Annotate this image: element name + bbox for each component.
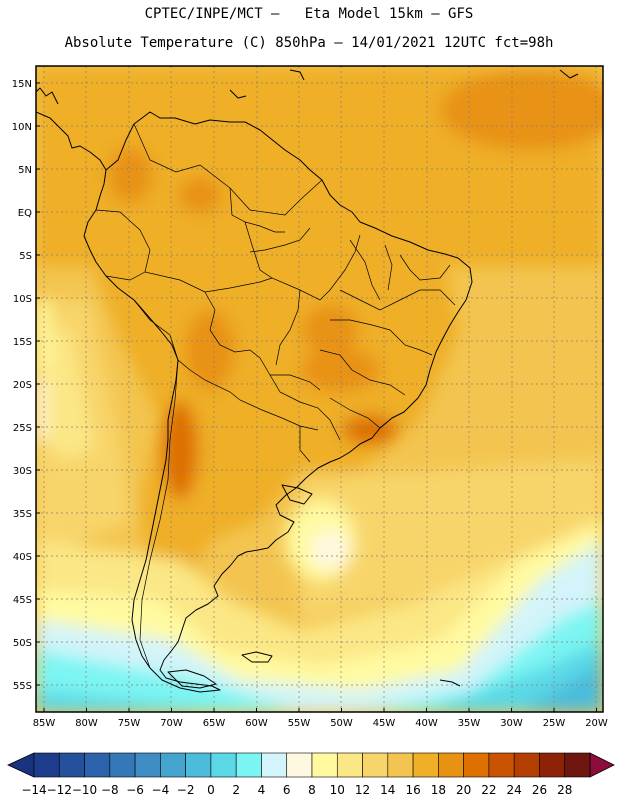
lat-tick-label: 5N — [18, 165, 32, 176]
colorbar-label: 6 — [282, 783, 291, 797]
color-bar — [7, 752, 615, 778]
colorbar-label: 8 — [308, 783, 316, 797]
colorbar-label: −6 — [126, 783, 144, 797]
country-borders — [95, 123, 456, 669]
colorbar-label: 4 — [257, 783, 266, 797]
plot-frame — [35, 65, 604, 713]
lon-tick-label: 25W — [543, 718, 566, 729]
lat-tick-label: EQ — [18, 208, 32, 219]
colorbar-label: 14 — [380, 783, 396, 797]
colorbar-swatch — [564, 752, 591, 778]
colorbar-swatch — [539, 752, 566, 778]
colorbar-swatch — [412, 752, 439, 778]
colorbar-swatch — [109, 752, 136, 778]
colorbar-swatch — [210, 752, 237, 778]
lon-tick-label: 75W — [118, 718, 141, 729]
lat-tick-label: 15N — [12, 79, 32, 90]
lat-tick-label: 20S — [13, 380, 32, 391]
colorbar-label: −4 — [151, 783, 170, 797]
colorbar-swatch — [134, 752, 161, 778]
colorbar-label: 22 — [481, 783, 497, 797]
lat-tick-label: 50S — [13, 638, 32, 649]
lat-tick-label: 30S — [13, 466, 32, 477]
lon-tick-label: 70W — [160, 718, 183, 729]
map-title: CPTEC/INPE/MCT – Eta Model 15km – GFS — [144, 6, 474, 22]
colorbar-swatch — [513, 752, 540, 778]
colorbar-swatch — [438, 752, 464, 778]
temperature-field — [36, 66, 603, 712]
colorbar-swatch — [235, 752, 262, 778]
coastlines — [36, 69, 579, 693]
colorbar-label: 26 — [531, 783, 548, 797]
colorbar-label: 24 — [506, 783, 522, 797]
colorbar-swatch — [286, 752, 313, 778]
colorbar-swatch — [362, 752, 389, 778]
colorbar-label: 16 — [405, 783, 421, 797]
colorbar-under-arrow — [7, 752, 35, 778]
colorbar-swatch — [336, 752, 363, 778]
lat-tick-label: 15S — [13, 337, 32, 348]
lat-tick-label: 10N — [12, 122, 32, 133]
lat-tick-label: 55S — [13, 681, 32, 692]
colorbar-swatch — [488, 752, 515, 778]
colorbar-swatch — [84, 752, 111, 778]
colorbar-label: −14 — [21, 783, 47, 797]
lon-tick-label: 45W — [373, 718, 396, 729]
lon-tick-label: 55W — [288, 718, 311, 729]
colorbar-label: 2 — [232, 783, 240, 797]
longitude-axis: 85W 80W 75W 70W 65W 60W 55W 50W 45W 40W 35W 30W 25W 2… — [33, 708, 608, 729]
colorbar-over-arrow — [589, 752, 615, 778]
colorbar-label: −12 — [46, 783, 72, 797]
colorbar-swatch — [33, 752, 60, 778]
colorbar-swatch — [463, 752, 490, 778]
colorbar-label: 28 — [557, 783, 573, 797]
colorbar-swatch — [160, 752, 186, 778]
colorbar-label: 18 — [430, 783, 446, 797]
lat-tick-label: 25S — [13, 423, 32, 434]
lat-tick-label: 10S — [13, 294, 32, 305]
colorbar-swatch — [185, 752, 212, 778]
lon-tick-label: 80W — [75, 718, 98, 729]
colorbar-swatch — [311, 752, 338, 778]
colorbar-swatch — [261, 752, 288, 778]
colorbar-label: −2 — [176, 783, 195, 797]
map-subtitle: Absolute Temperature (C) 850hPa – 14/01/… — [64, 35, 554, 51]
lon-tick-label: 40W — [415, 718, 438, 729]
lon-tick-label: 50W — [330, 718, 353, 729]
lon-tick-label: 65W — [203, 718, 226, 729]
lon-tick-label: 30W — [500, 718, 523, 729]
colorbar-label: −10 — [71, 783, 98, 797]
colorbar-label: 20 — [455, 783, 472, 797]
colorbar-swatch — [58, 752, 85, 778]
lon-tick-label: 20W — [585, 718, 608, 729]
colorbar-label: 12 — [354, 783, 371, 797]
colorbar-label: 10 — [329, 783, 345, 797]
colorbar-label: −8 — [100, 783, 119, 797]
lat-tick-label: 45S — [13, 595, 32, 606]
lon-tick-label: 85W — [33, 718, 56, 729]
colorbar-swatch — [387, 752, 414, 778]
colorbar-label: 0 — [207, 783, 215, 797]
lon-tick-label: 35W — [458, 718, 481, 729]
lat-tick-label: 35S — [13, 509, 32, 520]
latitude-axis: 15N 10N 5N EQ 5S 10S 15S 20S 25S 30S 35S 40S 45S 50S 5… — [12, 79, 40, 692]
lon-tick-label: 60W — [245, 718, 268, 729]
lat-tick-label: 40S — [13, 552, 32, 563]
lat-tick-label: 5S — [19, 251, 32, 262]
